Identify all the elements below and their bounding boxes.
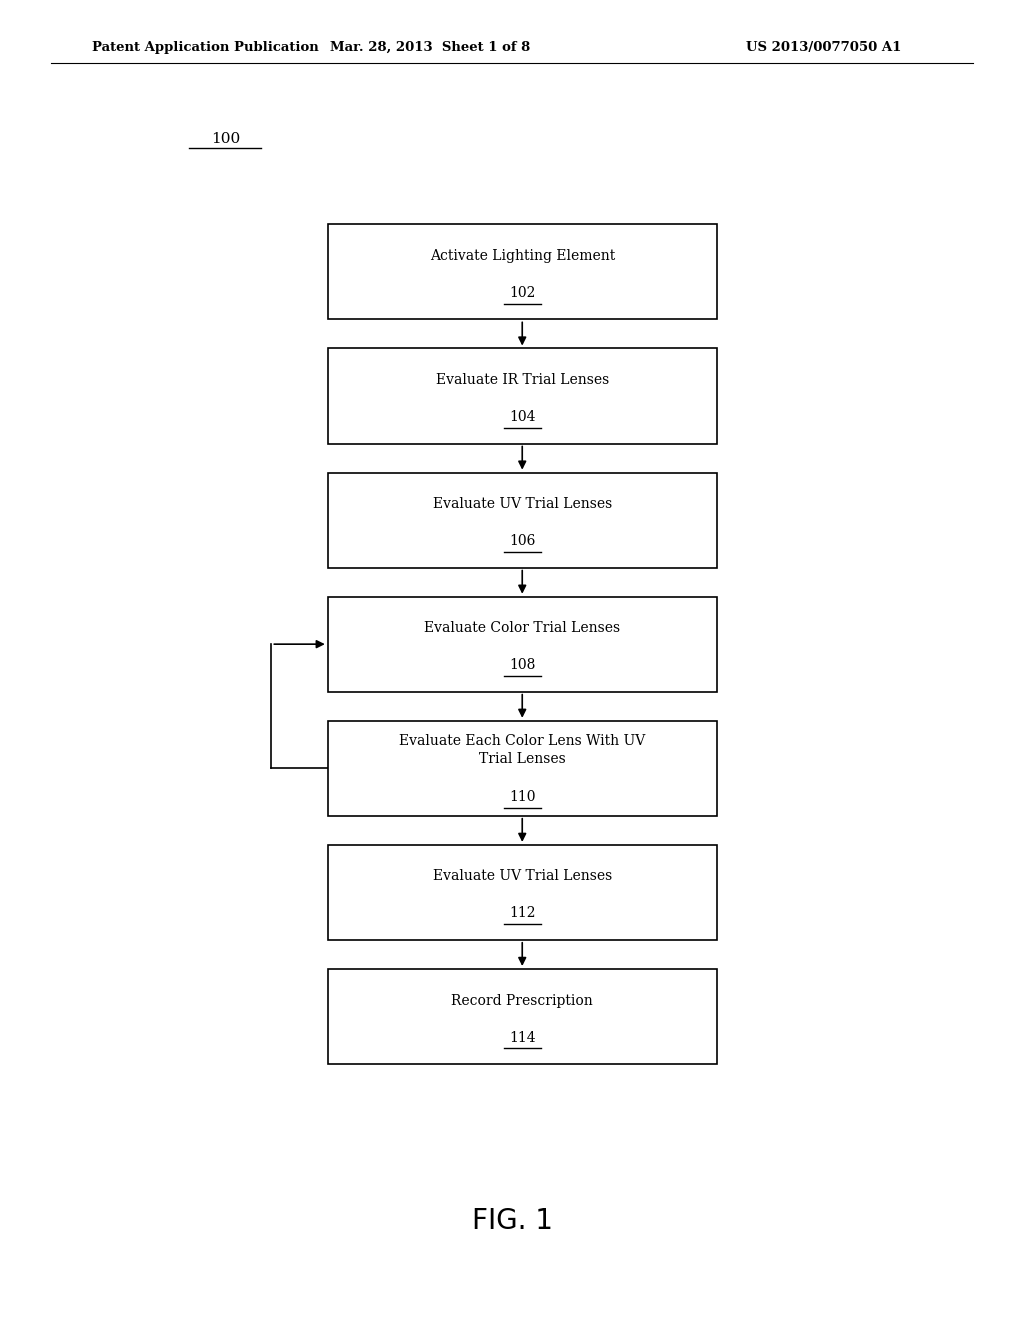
Text: 114: 114 (509, 1031, 536, 1044)
Text: Mar. 28, 2013  Sheet 1 of 8: Mar. 28, 2013 Sheet 1 of 8 (330, 41, 530, 54)
FancyBboxPatch shape (328, 969, 717, 1064)
Text: 102: 102 (509, 286, 536, 300)
FancyBboxPatch shape (328, 845, 717, 940)
Text: 112: 112 (509, 907, 536, 920)
FancyBboxPatch shape (328, 473, 717, 568)
Text: US 2013/0077050 A1: US 2013/0077050 A1 (745, 41, 901, 54)
FancyBboxPatch shape (328, 224, 717, 319)
Text: 100: 100 (211, 132, 240, 145)
Text: Patent Application Publication: Patent Application Publication (92, 41, 318, 54)
Text: 104: 104 (509, 411, 536, 424)
Text: Evaluate IR Trial Lenses: Evaluate IR Trial Lenses (435, 374, 609, 387)
Text: Record Prescription: Record Prescription (452, 994, 593, 1007)
Text: Evaluate Color Trial Lenses: Evaluate Color Trial Lenses (424, 622, 621, 635)
Text: Evaluate UV Trial Lenses: Evaluate UV Trial Lenses (432, 870, 612, 883)
Text: Activate Lighting Element: Activate Lighting Element (430, 249, 614, 263)
Text: 108: 108 (509, 659, 536, 672)
FancyBboxPatch shape (328, 721, 717, 816)
Text: 110: 110 (509, 791, 536, 804)
Text: Evaluate Each Color Lens With UV
Trial Lenses: Evaluate Each Color Lens With UV Trial L… (399, 734, 645, 766)
Text: 106: 106 (509, 535, 536, 548)
FancyBboxPatch shape (328, 597, 717, 692)
Text: FIG. 1: FIG. 1 (471, 1206, 553, 1236)
FancyBboxPatch shape (328, 348, 717, 444)
Text: Evaluate UV Trial Lenses: Evaluate UV Trial Lenses (432, 498, 612, 511)
